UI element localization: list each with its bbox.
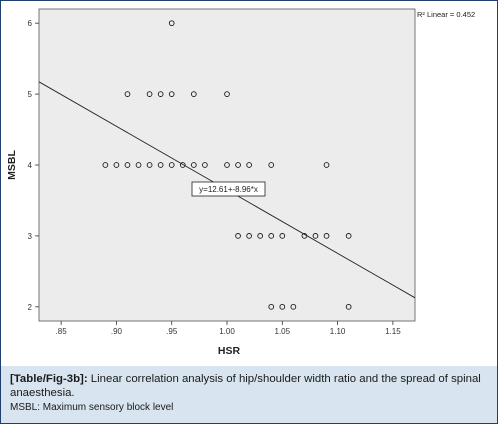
caption-text: Linear correlation analysis of hip/shoul…: [10, 373, 481, 399]
x-axis-label: HSR: [218, 345, 241, 357]
data-point: [124, 162, 131, 168]
data-point: [246, 233, 252, 239]
data-point: [268, 233, 275, 239]
data-point: [135, 162, 142, 168]
data-point: [268, 303, 275, 310]
data-point: [279, 233, 286, 239]
y-tick-label: 6: [28, 19, 33, 28]
scatter-chart: 2 3 4 5 6 .85 .90 .95 1.00 1.05 1.10 1.15 HSR MSBL y=1…: [6, 8, 475, 357]
x-tick-label: 1.15: [385, 327, 401, 336]
data-point: [102, 162, 109, 168]
caption-note: MSBL: Maximum sensory block level: [10, 402, 174, 413]
data-point: [157, 91, 164, 97]
data-point: [301, 233, 308, 239]
x-tick-label: 1.00: [219, 327, 235, 336]
data-point: [290, 303, 297, 310]
data-point: [113, 162, 120, 168]
x-tick-label: 1.05: [275, 327, 291, 336]
data-point: [246, 162, 252, 168]
data-point: [168, 91, 175, 97]
y-axis-label: MSBL: [6, 150, 18, 180]
data-point: [168, 20, 175, 27]
data-point: [345, 303, 352, 310]
x-tick-label: 1.10: [330, 327, 346, 336]
y-tick-label: 3: [28, 232, 33, 241]
y-tick-label: 2: [28, 303, 33, 312]
caption-figure-reference: [Table/Fig-3b]:: [10, 373, 88, 385]
data-point: [345, 233, 352, 239]
data-point: [323, 233, 330, 239]
data-point: [235, 162, 241, 168]
data-point: [224, 91, 230, 97]
data-point: [279, 303, 286, 310]
equation-box: [191, 181, 266, 197]
data-point: [312, 233, 319, 239]
figure-caption: [Table/Fig-3b]: Linear correlation analy…: [1, 366, 497, 423]
data-point: [202, 162, 208, 168]
x-tick-label: .95: [166, 327, 178, 336]
plot-area: [38, 8, 416, 322]
data-point: [235, 233, 241, 239]
y-tick-label: 5: [28, 90, 33, 99]
data-point: [168, 162, 175, 168]
data-point: [157, 162, 164, 168]
equation-label: y=12.61+-8.96*x: [199, 185, 258, 194]
r-squared-label: R² Linear = 0.452: [417, 10, 475, 19]
data-point: [323, 162, 330, 168]
data-point: [124, 91, 131, 97]
y-tick-label: 4: [28, 161, 33, 170]
data-point: [224, 162, 230, 168]
data-point: [268, 162, 275, 168]
data-point: [179, 162, 186, 168]
data-point: [190, 91, 197, 97]
x-tick-label: .90: [111, 327, 123, 336]
x-tick-label: .85: [56, 327, 68, 336]
data-point: [146, 91, 153, 97]
data-point: [190, 162, 197, 168]
data-point: [146, 162, 153, 168]
data-point: [257, 233, 264, 239]
